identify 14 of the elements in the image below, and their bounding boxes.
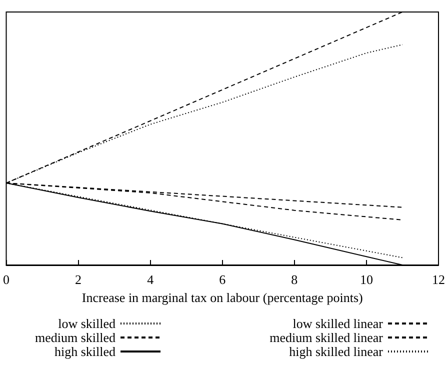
x-tick-label: 12: [432, 272, 445, 287]
x-tick-label: 10: [360, 272, 373, 287]
x-tick-label: 2: [75, 272, 82, 287]
legend-label: high skilled: [54, 344, 116, 359]
x-axis-title: Increase in marginal tax on labour (percentage points): [82, 290, 363, 305]
x-tick-label: 6: [219, 272, 226, 287]
legend-label: high skilled linear: [289, 344, 384, 359]
x-tick-label: 4: [147, 272, 154, 287]
x-tick-label: 0: [3, 272, 10, 287]
legend-label: low skilled linear: [292, 316, 384, 331]
legend-label: medium skilled linear: [270, 330, 384, 345]
legend-label: low skilled: [58, 316, 116, 331]
x-tick-label: 8: [291, 272, 298, 287]
legend-label: medium skilled: [34, 330, 116, 345]
